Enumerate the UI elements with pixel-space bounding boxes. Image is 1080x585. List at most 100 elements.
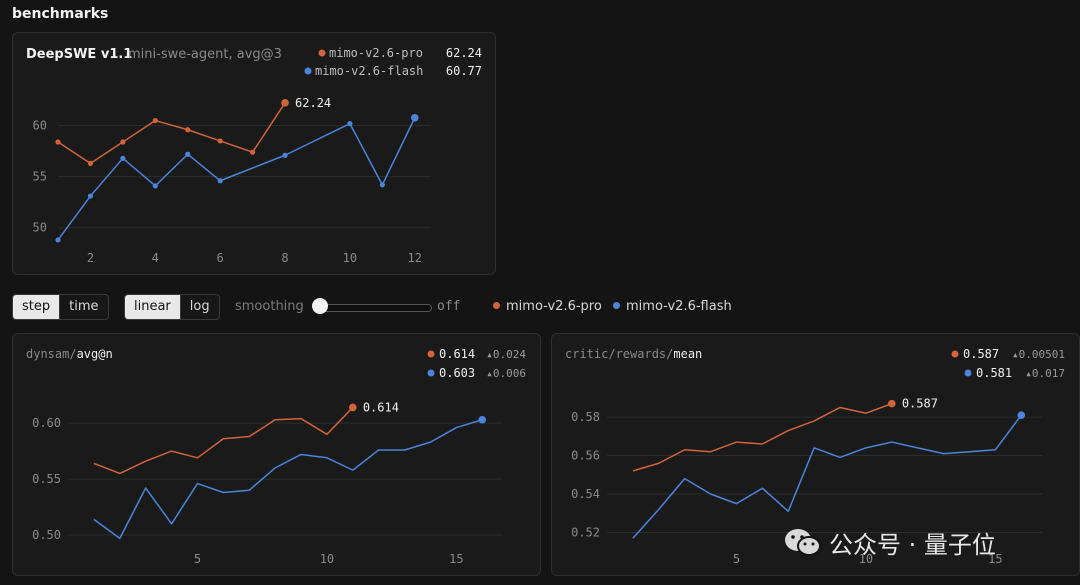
- x-tick-label: 6: [217, 251, 224, 265]
- data-point: [120, 155, 126, 161]
- smoothing-slider[interactable]: [316, 304, 432, 312]
- chart-title-metric: avg@n: [77, 347, 113, 361]
- chart-title: dynsam/avg@n: [26, 347, 113, 361]
- legend-pro-dot: [493, 302, 500, 309]
- series-line: [632, 402, 893, 472]
- x-tick-label: 15: [449, 552, 463, 566]
- xaxis-toggle: step time: [12, 294, 109, 320]
- legend-pro-value: 0.614: [439, 347, 475, 361]
- plot-area: 0.50 0.55 0.60 5 10 15 0.614: [32, 400, 503, 566]
- data-point: [185, 127, 191, 133]
- dynsam-chart: dynsam/avg@n 0.614 ▴0.024 0.603 ▴0.006 0…: [26, 347, 526, 566]
- legend-pro-value: 0.587: [963, 347, 999, 361]
- legend-flash-label: mimo-v2.6-flash: [626, 299, 732, 314]
- legend-item-flash[interactable]: mimo-v2.6-flash: [613, 294, 732, 320]
- legend-pro-dot: [951, 350, 959, 358]
- x-tick-label: 12: [408, 251, 422, 265]
- series-end-point: [1017, 411, 1026, 419]
- legend-flash-dot: [964, 369, 972, 377]
- y-tick-label: 50: [33, 221, 47, 235]
- y-tick-label: 0.50: [32, 528, 61, 542]
- data-point: [55, 139, 61, 145]
- data-label: 62.24: [295, 96, 331, 110]
- y-tick-label: 60: [33, 119, 47, 133]
- chart-title: critic/rewards/mean: [565, 347, 702, 361]
- critic-chart-card: critic/rewards/mean 0.587 ▴0.00501 0.581…: [551, 333, 1080, 576]
- legend-pro-value: 62.24: [446, 46, 482, 60]
- chart-controls: step time linear log smoothing off mimo-…: [12, 294, 1072, 320]
- data-label: 0.614: [363, 400, 399, 414]
- x-tick-label: 4: [152, 251, 159, 265]
- legend-pro-label: mimo-v2.6-pro: [506, 299, 602, 314]
- legend-item-pro[interactable]: mimo-v2.6-pro: [493, 294, 602, 320]
- x-tick-label: 5: [733, 552, 740, 566]
- chart-legend: 0.614 ▴0.024 0.603 ▴0.006: [427, 347, 526, 380]
- deepswe-chart-card: DeepSWE v1.1 mini-swe-agent, avg@3 mimo-…: [12, 32, 496, 275]
- y-tick-label: 0.56: [571, 449, 600, 463]
- legend-pro-dot: [318, 49, 326, 57]
- x-tick-label: 15: [988, 552, 1002, 566]
- series-line: [93, 419, 483, 540]
- data-point: [55, 237, 61, 243]
- series-flash: [632, 411, 1026, 539]
- chart-legend: mimo-v2.6-pro 62.24 mimo-v2.6-flash 60.7…: [304, 46, 482, 78]
- legend-pro-dot: [427, 350, 435, 358]
- data-label: 0.587: [902, 397, 938, 411]
- data-point: [152, 183, 158, 189]
- xaxis-option-step[interactable]: step: [13, 295, 60, 319]
- data-point: [347, 121, 353, 127]
- data-point: [87, 193, 94, 199]
- data-point: [120, 139, 126, 145]
- y-tick-label: 0.52: [571, 525, 600, 539]
- legend-flash-value: 60.77: [446, 64, 482, 78]
- scale-option-log[interactable]: log: [179, 295, 219, 319]
- chart-legend: 0.587 ▴0.00501 0.581 ▴0.017: [951, 347, 1065, 380]
- legend-flash-delta: ▴0.006: [486, 367, 526, 380]
- series-pro: 62.24: [55, 96, 331, 167]
- data-point: [152, 117, 158, 124]
- x-tick-label: 5: [194, 552, 201, 566]
- series-line: [93, 406, 354, 475]
- series-line: [57, 102, 286, 165]
- scale-option-linear[interactable]: linear: [125, 295, 180, 319]
- series-end-point: [349, 403, 357, 412]
- x-tick-label: 2: [87, 251, 94, 265]
- x-tick-label: 8: [281, 251, 288, 265]
- watermark: 公众号 · 量子位: [783, 524, 996, 560]
- y-tick-label: 0.54: [571, 487, 600, 501]
- series-flash: [93, 415, 487, 540]
- legend-flash-dot: [304, 67, 312, 75]
- data-point: [185, 151, 191, 157]
- watermark-text: 公众号 · 量子位: [829, 530, 996, 559]
- legend-flash-dot: [613, 302, 620, 309]
- data-point: [379, 182, 385, 188]
- data-point: [217, 178, 223, 184]
- legend-pro-delta: ▴0.00501: [1012, 348, 1065, 361]
- legend-pro-delta: ▴0.024: [486, 348, 526, 361]
- legend-flash-name: mimo-v2.6-flash: [315, 64, 423, 78]
- chart-title-metric: mean: [673, 347, 702, 361]
- series-flash: [55, 113, 419, 243]
- smoothing-slider-handle[interactable]: [312, 298, 328, 314]
- data-point: [250, 149, 256, 155]
- critic-chart: critic/rewards/mean 0.587 ▴0.00501 0.581…: [565, 347, 1065, 566]
- wechat-icon: [783, 527, 823, 557]
- y-tick-label: 0.60: [32, 416, 61, 430]
- xaxis-option-time[interactable]: time: [59, 295, 107, 319]
- series-end-point: [410, 113, 419, 122]
- data-point: [87, 160, 94, 167]
- data-point: [217, 138, 223, 144]
- data-point: [282, 152, 288, 158]
- deepswe-chart: DeepSWE v1.1 mini-swe-agent, avg@3 mimo-…: [26, 46, 482, 265]
- chart-subtitle: mini-swe-agent, avg@3: [128, 47, 282, 62]
- legend-flash-value: 0.603: [439, 366, 475, 380]
- chart-title-prefix: critic/rewards/: [565, 347, 673, 361]
- series-line: [632, 414, 1022, 539]
- legend-flash-dot: [427, 369, 435, 377]
- series-line: [57, 117, 416, 241]
- y-tick-label: 55: [33, 170, 47, 184]
- series-end-point: [281, 98, 289, 107]
- series-pro: 0.587: [632, 397, 938, 472]
- chart-title-prefix: dynsam/: [26, 347, 77, 361]
- smoothing-label: smoothing: [235, 299, 304, 314]
